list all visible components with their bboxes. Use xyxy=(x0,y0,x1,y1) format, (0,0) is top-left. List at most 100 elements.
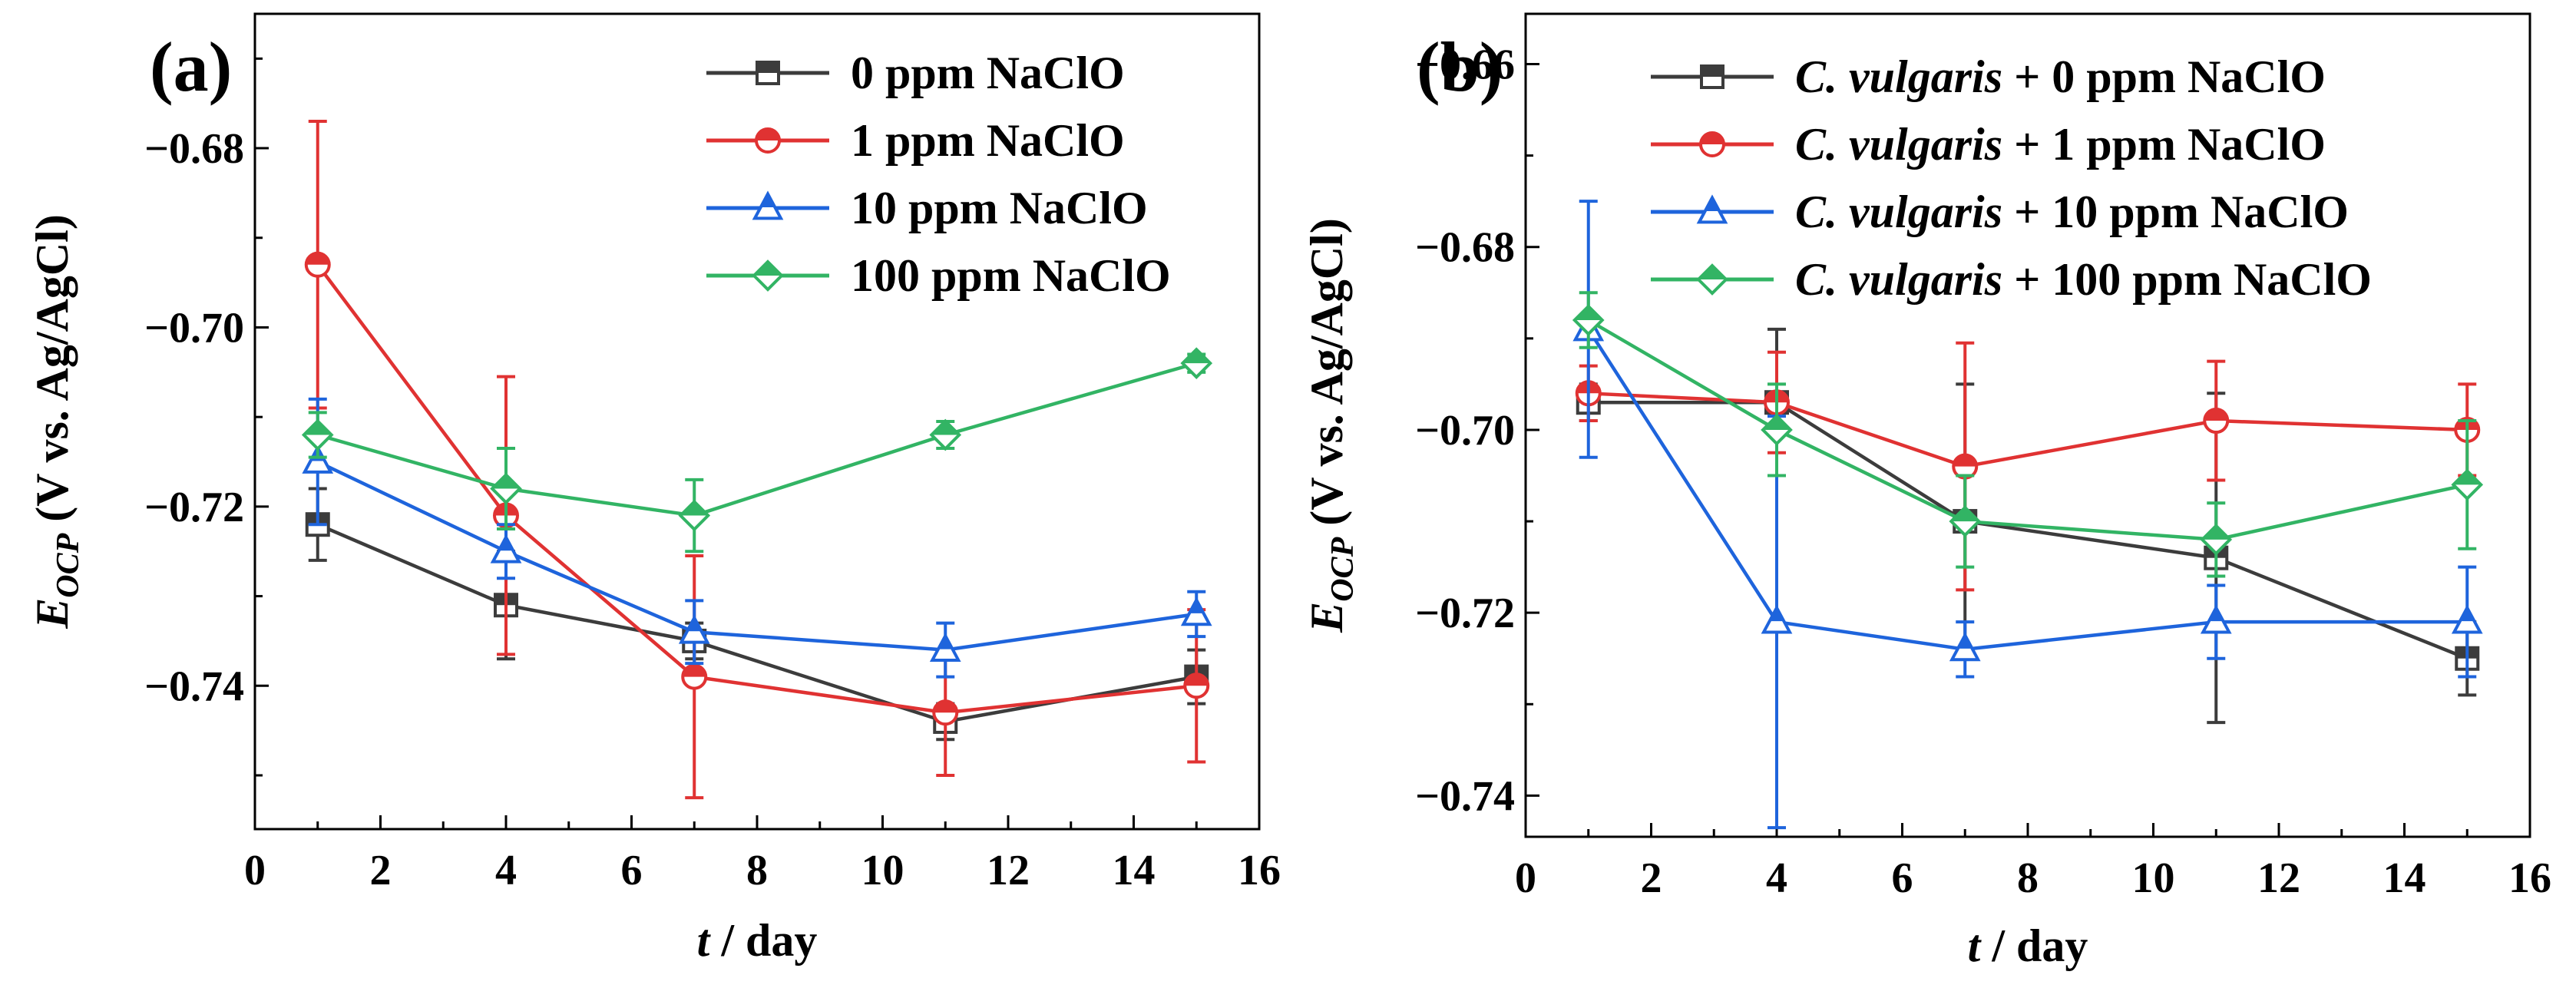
data-point-fill xyxy=(306,253,329,265)
x-axis-title-unit: / day xyxy=(1980,920,2088,971)
data-point-fill xyxy=(680,501,709,516)
x-tick-label: 12 xyxy=(987,847,1030,894)
series-line xyxy=(1586,328,2468,652)
legend-label-text: 0 ppm NaClO xyxy=(851,48,1125,98)
y-tick-label: −0.72 xyxy=(144,484,244,531)
legend-marker-fill xyxy=(754,262,782,276)
data-point-fill xyxy=(1182,349,1211,364)
series-0 xyxy=(305,487,1209,742)
series-line xyxy=(1588,392,2468,468)
legend-label: 1 ppm NaClO xyxy=(851,115,1125,166)
legend-entry: C. vulgaris + 10 ppm NaClO xyxy=(1651,187,2349,237)
x-tick-label: 4 xyxy=(495,847,517,894)
data-point-fill xyxy=(2210,607,2222,622)
data-point-fill xyxy=(1951,507,1979,522)
series-line xyxy=(316,523,1197,724)
y-axis-title-subscript: OCP xyxy=(1325,537,1361,601)
x-tick-label: 8 xyxy=(2017,854,2039,902)
data-point-fill xyxy=(1771,607,1783,622)
panel-label: (b) xyxy=(1417,28,1503,106)
series-line xyxy=(316,460,1197,652)
legend-marker-fill xyxy=(1701,133,1724,144)
legend-label: C. vulgaris + 0 ppm NaClO xyxy=(1795,51,2326,102)
x-tick-label: 6 xyxy=(621,847,643,894)
legend-label-species: C. vulgaris xyxy=(1795,51,2002,102)
x-tick-label: 6 xyxy=(1892,854,1913,902)
x-tick-label: 16 xyxy=(2508,854,2551,902)
x-tick-label: 2 xyxy=(370,847,392,894)
series-line xyxy=(316,263,1197,715)
x-tick-label: 10 xyxy=(861,847,904,894)
legend-entry: 100 ppm NaClO xyxy=(706,250,1171,301)
series-2 xyxy=(302,397,1212,679)
data-point-fill xyxy=(1185,674,1209,686)
data-point-fill xyxy=(1959,635,1971,649)
data-point-fill xyxy=(500,537,512,551)
y-axis-title: EOCP (V vs. Ag/AgCl) xyxy=(27,214,86,630)
series-3 xyxy=(301,347,1213,554)
data-point-fill xyxy=(1953,454,1977,467)
series-3 xyxy=(1572,291,2484,578)
y-axis-title: EOCP (V vs. Ag/AgCl) xyxy=(1301,218,1361,633)
legend-marker-fill xyxy=(1698,266,1726,279)
y-tick-label: −0.70 xyxy=(144,304,244,352)
data-point-fill xyxy=(2204,409,2228,421)
legend-entry: 0 ppm NaClO xyxy=(706,48,1125,98)
series-line xyxy=(1588,400,2469,660)
x-tick-label: 4 xyxy=(1766,854,1787,902)
y-axis-title-var: E xyxy=(27,598,78,630)
x-tick-label: 16 xyxy=(1238,847,1281,894)
x-axis-title-var: t xyxy=(697,915,712,966)
legend-label-species: C. vulgaris xyxy=(1795,119,2002,170)
data-point-fill xyxy=(939,636,951,649)
data-point-fill xyxy=(688,617,700,632)
x-axis-title-unit: / day xyxy=(709,915,817,966)
legend-marker-fill xyxy=(1706,197,1718,211)
legend-marker-fill xyxy=(762,193,774,207)
legend-entry: C. vulgaris + 100 ppm NaClO xyxy=(1651,254,2372,305)
legend-entry: 10 ppm NaClO xyxy=(706,183,1148,233)
x-axis-title: t / day xyxy=(697,915,818,966)
y-axis-title-unit: (V vs. Ag/AgCl) xyxy=(27,214,78,534)
legend-label-text: + 0 ppm NaClO xyxy=(2002,51,2326,102)
x-tick-label: 0 xyxy=(244,847,266,894)
legend-label-text: 100 ppm NaClO xyxy=(851,250,1171,301)
legend-label: 10 ppm NaClO xyxy=(851,183,1148,233)
data-point-fill xyxy=(1574,306,1602,321)
y-tick-label: −0.70 xyxy=(1415,407,1515,454)
y-tick-label: −0.66 xyxy=(1415,41,1515,89)
legend-label-text: + 10 ppm NaClO xyxy=(2002,187,2349,237)
legend-label: C. vulgaris + 100 ppm NaClO xyxy=(1795,254,2372,305)
x-tick-label: 2 xyxy=(1641,854,1662,902)
legend-entry: C. vulgaris + 1 ppm NaClO xyxy=(1651,119,2326,170)
legend-label-text: 10 ppm NaClO xyxy=(851,183,1148,233)
x-tick-label: 14 xyxy=(2383,854,2426,902)
legend-label: C. vulgaris + 1 ppm NaClO xyxy=(1795,119,2326,170)
y-tick-label: −0.72 xyxy=(1415,590,1515,637)
data-point-fill xyxy=(492,474,520,489)
legend-marker-fill xyxy=(757,62,779,73)
legend-label: C. vulgaris + 10 ppm NaClO xyxy=(1795,187,2349,237)
series-2 xyxy=(1572,200,2483,830)
data-point-fill xyxy=(1190,600,1202,613)
legend-label-species: C. vulgaris xyxy=(1795,254,2002,305)
legend-marker-fill xyxy=(1701,66,1723,77)
legend-marker-fill xyxy=(756,129,779,140)
x-tick-label: 12 xyxy=(2257,854,2300,902)
series-1 xyxy=(1575,341,2481,592)
legend-label-text: + 100 ppm NaClO xyxy=(2002,254,2372,305)
legend-label: 0 ppm NaClO xyxy=(851,48,1125,98)
legend-label: 100 ppm NaClO xyxy=(851,250,1171,301)
legend-label-text: 1 ppm NaClO xyxy=(851,115,1125,166)
x-tick-label: 10 xyxy=(2132,854,2175,902)
data-point-fill xyxy=(931,421,960,435)
chart-panel-b: 0 2 4 6 8 10 12 14 16 −0.66 −0.68 −0.70 −0.72 −0.74 t … xyxy=(1301,12,2551,971)
y-tick-label: −0.74 xyxy=(1415,772,1515,820)
data-point-fill xyxy=(1763,415,1791,430)
legend-label-text: + 1 ppm NaClO xyxy=(2002,119,2326,170)
data-point-fill xyxy=(303,421,332,435)
y-tick-label: −0.74 xyxy=(144,663,244,710)
data-point-fill xyxy=(2202,525,2230,540)
legend-label-species: C. vulgaris xyxy=(1795,187,2002,237)
